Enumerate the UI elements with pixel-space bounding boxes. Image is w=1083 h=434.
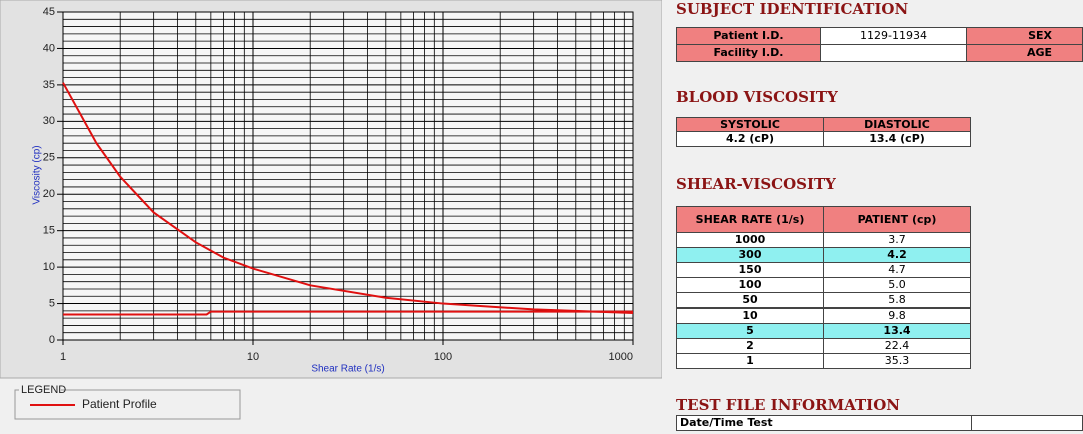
table-cell: 300 [676,247,824,264]
label-cell: Patient I.D. [676,27,821,45]
y-tick-label: 45 [43,6,55,18]
header-cell: SHEAR RATE (1/s) [676,206,824,233]
label-cell: Facility I.D. [676,44,821,62]
y-tick-label: 15 [43,225,55,237]
x-tick-label: 1000 [609,351,633,363]
x-tick-label: 100 [434,351,452,363]
plot-area [63,12,633,340]
table-cell: 9.8 [823,307,971,324]
label-cell: Date/Time Test [676,415,972,431]
header-cell: PATIENT (cp) [823,206,971,233]
x-axis-label: Shear Rate (1/s) [311,364,384,375]
x-tick-label: 1 [60,351,66,363]
table-cell: 5.8 [823,292,971,309]
y-tick-label: 30 [43,115,55,127]
table-cell: 100 [676,277,824,294]
chart: Shear Rate (1/s) Viscosity (cp) LEGEND 0… [0,0,662,420]
y-tick-label: 5 [49,297,55,309]
value-cell: 4.2 (cP) [676,131,824,147]
table-cell: 150 [676,262,824,279]
table-cell: 5.0 [823,277,971,294]
table-cell: 2 [676,337,824,354]
table-cell: 5 [676,322,824,339]
x-tick-label: 10 [247,351,259,363]
value-cell [971,415,1083,431]
legend-title-bg [19,384,61,394]
y-tick-label: 25 [43,152,55,164]
data-line [63,310,633,316]
value-cell: 1129-11934 [820,27,967,45]
legend-box [14,389,241,420]
y-tick-label: 20 [43,188,55,200]
table-cell: 1 [676,352,824,369]
table-cell: 50 [676,292,824,309]
label-cell: SEX [966,27,1083,45]
label-cell: AGE [966,44,1083,62]
y-tick-label: 10 [43,261,55,273]
table-cell: 10 [676,307,824,324]
value-cell [820,44,967,62]
plot-border [62,11,634,341]
header-cell: SYSTOLIC [676,117,824,132]
table-cell: 4.7 [823,262,971,279]
legend-title: LEGEND [21,384,66,396]
table-cell: 3.7 [823,232,971,249]
table-cell: 13.4 [823,322,971,339]
section-title: TEST FILE INFORMATION [676,396,900,414]
table-cell: 35.3 [823,352,971,369]
section-title: BLOOD VISCOSITY [676,88,838,106]
section-title: SHEAR-VISCOSITY [676,175,836,193]
header-cell: DIASTOLIC [823,117,971,132]
value-cell: 13.4 (cP) [823,131,971,147]
table-cell: 1000 [676,232,824,249]
section-title: SUBJECT IDENTIFICATION [676,0,909,18]
data-line [62,82,634,315]
y-tick-label: 0 [49,334,55,346]
y-axis-label: Viscosity (cp) [32,145,43,204]
y-tick-label: 35 [43,79,55,91]
y-tick-label: 40 [43,42,55,54]
table-cell: 4.2 [823,247,971,264]
legend-label: Patient Profile [82,397,157,411]
table-cell: 22.4 [823,337,971,354]
